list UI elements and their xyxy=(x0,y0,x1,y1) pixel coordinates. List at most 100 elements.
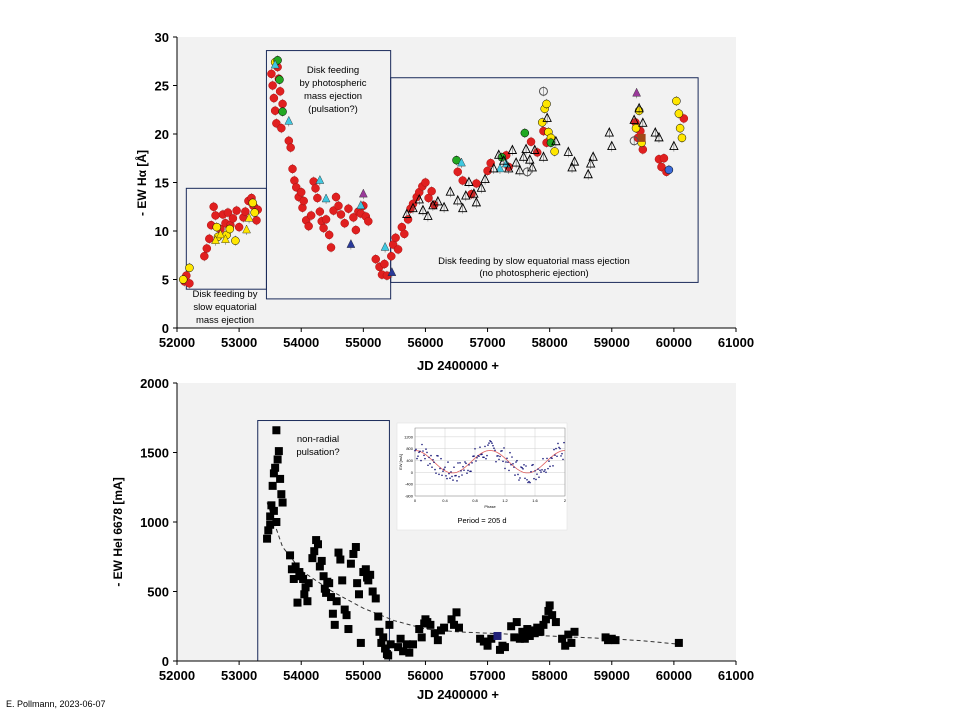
data-point xyxy=(324,230,334,240)
data-point xyxy=(569,156,580,166)
x-tick-label: 54000 xyxy=(283,668,319,683)
data-point xyxy=(272,518,281,526)
data-point xyxy=(464,176,474,186)
inset-point xyxy=(428,456,430,459)
data-point xyxy=(225,224,235,234)
x-tick-label: 56000 xyxy=(407,335,443,350)
inset-point xyxy=(549,465,551,468)
inset-y-tick-label: 0 xyxy=(411,470,414,475)
data-point xyxy=(349,213,358,222)
data-point xyxy=(503,162,514,173)
data-point xyxy=(409,640,418,649)
data-point xyxy=(364,217,373,226)
hei-chart: 52000 53000 54000 55000 56000 57000 58000 59000… xyxy=(111,376,754,700)
data-point xyxy=(542,112,552,122)
data-point xyxy=(185,279,194,288)
data-point xyxy=(493,631,502,640)
data-point xyxy=(268,481,277,490)
data-point xyxy=(268,81,277,90)
data-point xyxy=(405,648,414,657)
inset-point xyxy=(475,460,477,462)
inset-point xyxy=(539,469,541,472)
data-point xyxy=(567,638,576,647)
inset-point xyxy=(534,470,536,472)
data-point xyxy=(338,576,347,585)
data-point xyxy=(325,579,334,588)
data-point xyxy=(346,239,356,248)
data-point xyxy=(340,218,349,228)
inset-point xyxy=(418,451,420,454)
annotation-line: pulsation? xyxy=(296,447,339,458)
inset-point xyxy=(518,479,520,481)
inset-point xyxy=(425,448,427,450)
data-point xyxy=(511,157,521,167)
data-point xyxy=(402,208,412,218)
data-point xyxy=(319,572,328,581)
data-point xyxy=(267,501,276,510)
inset-frame xyxy=(396,422,568,531)
data-point xyxy=(430,629,439,638)
x-tick-label: 58000 xyxy=(532,668,568,683)
data-point xyxy=(304,221,313,231)
data-point xyxy=(223,208,233,217)
annotation-line: mass ejection xyxy=(304,91,362,102)
data-point xyxy=(304,579,313,588)
data-point xyxy=(522,167,532,177)
inset-x-tick-label: 0 xyxy=(414,498,417,503)
data-point xyxy=(433,636,442,645)
annotations: Disk feeding by slow equatorial mass eject… xyxy=(193,65,630,326)
data-point xyxy=(563,146,574,156)
inset-point xyxy=(513,466,515,468)
phase-box xyxy=(390,77,699,283)
data-point xyxy=(272,426,281,435)
data-point xyxy=(321,215,331,224)
data-point xyxy=(346,559,355,568)
data-point xyxy=(248,198,258,208)
x-tick-label: 60000 xyxy=(656,668,692,683)
inset-point xyxy=(439,467,441,470)
data-point xyxy=(212,222,222,232)
inset-model-curve xyxy=(414,450,566,474)
data-point xyxy=(675,123,685,133)
y-tick-label: 25 xyxy=(155,79,169,94)
data-point xyxy=(385,620,394,629)
data-point xyxy=(327,593,336,602)
data-point xyxy=(530,144,540,154)
data-point xyxy=(242,224,251,234)
inset-point xyxy=(505,461,507,463)
inset-point xyxy=(446,477,448,480)
inset-point xyxy=(423,454,425,457)
inset-point xyxy=(479,446,481,448)
data-point xyxy=(433,195,443,206)
x-tick-label: 55000 xyxy=(345,335,381,350)
data-point xyxy=(276,474,285,483)
data-point xyxy=(417,633,426,642)
data-point xyxy=(672,96,681,106)
data-point xyxy=(336,555,345,564)
data-point xyxy=(211,211,220,220)
data-point xyxy=(564,630,573,639)
data-point xyxy=(423,210,433,220)
inset-point xyxy=(563,441,565,444)
inset-point xyxy=(538,476,540,478)
data-point xyxy=(518,627,527,636)
data-point xyxy=(228,214,238,223)
data-point xyxy=(544,606,553,615)
data-point xyxy=(295,568,304,577)
data-point xyxy=(274,447,283,456)
inset-point xyxy=(419,450,421,453)
inset-point xyxy=(465,462,467,465)
axes: 52000 53000 54000 55000 56000 57000 58000 59000… xyxy=(140,376,754,683)
period-inset: 0 0.4 0.8 1.2 1.6 2 -800 -400 0 400 800 1200 Phase EW… xyxy=(396,422,568,531)
data-point xyxy=(356,638,365,647)
inset-point xyxy=(508,469,510,472)
annotation-text: non-radial pulsation? xyxy=(296,434,339,458)
data-point xyxy=(301,583,310,592)
data-point xyxy=(533,623,542,632)
data-point xyxy=(495,645,504,654)
data-point xyxy=(489,162,499,173)
data-point xyxy=(469,188,479,198)
data-point xyxy=(415,625,424,634)
inset-point xyxy=(562,458,564,461)
data-point xyxy=(277,123,286,133)
